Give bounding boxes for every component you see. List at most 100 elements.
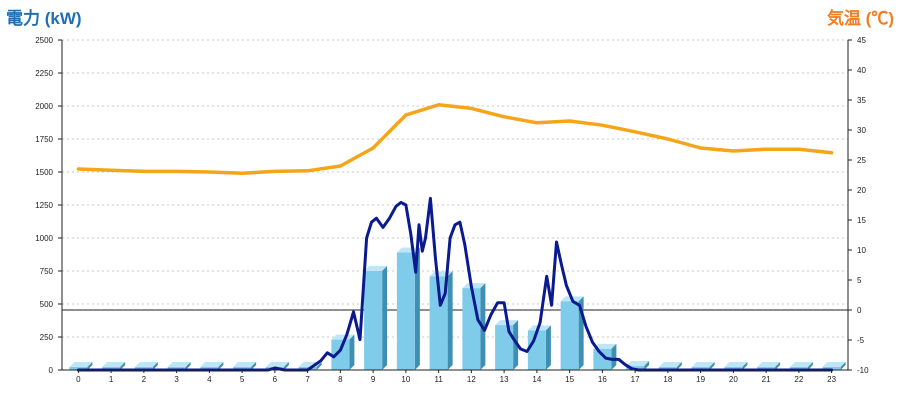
bar-side <box>709 362 715 370</box>
x-tick-label: 16 <box>598 375 607 384</box>
bar-top <box>462 283 486 289</box>
bar-front <box>593 348 612 370</box>
x-tick-label: 3 <box>174 375 179 384</box>
left-tick-label: 1500 <box>35 168 53 177</box>
temperature-line <box>76 103 834 175</box>
bar-side <box>283 362 289 370</box>
bar-top <box>69 362 93 367</box>
x-tick-label: 17 <box>631 375 640 384</box>
bar-top <box>593 343 617 349</box>
bar-top <box>134 362 158 367</box>
bar-side <box>120 362 126 370</box>
bar-front <box>364 271 383 370</box>
bar-top <box>331 334 355 340</box>
bar-side <box>840 362 846 370</box>
bar <box>495 320 519 370</box>
right-tick-label: 10 <box>857 246 866 255</box>
bar-side <box>218 362 224 370</box>
bar-side <box>185 362 191 370</box>
bar-front <box>560 301 579 370</box>
left-tick-label: 2500 <box>35 36 53 45</box>
x-tick-label: 6 <box>273 375 278 384</box>
x-tick-label: 11 <box>434 375 443 384</box>
left-tick-label: 250 <box>40 333 54 342</box>
bar-front <box>462 288 481 370</box>
bar-side <box>152 362 158 370</box>
x-tick-label: 13 <box>500 375 509 384</box>
x-tick-label: 20 <box>729 375 738 384</box>
right-tick-label: 5 <box>857 276 862 285</box>
bar-top <box>789 362 813 367</box>
x-tick-label: 2 <box>142 375 147 384</box>
bar-side <box>545 325 551 370</box>
bar-side <box>644 361 650 370</box>
bar-top <box>167 362 191 367</box>
bar-top <box>822 362 846 367</box>
x-tick-label: 0 <box>76 375 81 384</box>
x-tick-label: 9 <box>371 375 376 384</box>
right-tick-label: 40 <box>857 66 866 75</box>
left-tick-label: 2250 <box>35 69 53 78</box>
right-tick-label: 35 <box>857 96 866 105</box>
bar-side <box>87 362 93 370</box>
x-tick-label: 15 <box>565 375 574 384</box>
bar <box>429 271 453 370</box>
left-tick-label: 2000 <box>35 102 53 111</box>
bar-top <box>757 362 781 367</box>
bar-side <box>611 343 617 370</box>
bar-side <box>807 362 813 370</box>
x-tick-label: 12 <box>467 375 476 384</box>
bar <box>69 362 93 370</box>
bar-top <box>658 362 682 367</box>
left-tick-label: 1750 <box>35 135 53 144</box>
bar-top <box>724 362 748 367</box>
x-tick-label: 5 <box>240 375 245 384</box>
x-tick-label: 7 <box>305 375 310 384</box>
bar-top <box>626 361 650 367</box>
x-tick-label: 10 <box>401 375 410 384</box>
bar-front <box>822 367 841 370</box>
bar-series <box>69 247 846 370</box>
tick-labels: 02505007501000125015001750200022502500-1… <box>35 36 869 384</box>
right-tick-label: 30 <box>857 126 866 135</box>
bar-top <box>691 362 715 367</box>
bar-side <box>251 362 257 370</box>
right-axis-title: 気温 (℃) <box>826 9 894 28</box>
right-tick-label: 15 <box>857 216 866 225</box>
left-tick-label: 1250 <box>35 201 53 210</box>
x-tick-label: 19 <box>696 375 705 384</box>
bar <box>331 334 355 370</box>
left-tick-label: 750 <box>40 267 54 276</box>
bar <box>527 325 551 370</box>
bar-front <box>396 252 415 370</box>
left-axis-title: 電力 (kW) <box>6 9 82 28</box>
bar <box>822 362 846 370</box>
axes <box>58 39 852 373</box>
bar-side <box>676 362 682 370</box>
bar-top <box>265 362 289 367</box>
gridlines <box>62 39 848 338</box>
bar-top <box>233 362 257 367</box>
right-tick-label: -10 <box>857 366 869 375</box>
bar-top <box>200 362 224 367</box>
line-series <box>76 103 834 372</box>
x-tick-label: 18 <box>663 375 672 384</box>
right-tick-label: 0 <box>857 306 862 315</box>
bar <box>364 266 388 370</box>
bar-top <box>102 362 126 367</box>
bar-side <box>742 362 748 370</box>
bar-front <box>69 367 88 370</box>
x-tick-label: 14 <box>532 375 541 384</box>
bar-side <box>775 362 781 370</box>
bar-side <box>513 320 519 370</box>
right-tick-label: 25 <box>857 156 866 165</box>
bar-side <box>447 271 453 370</box>
right-tick-label: 45 <box>857 36 866 45</box>
x-tick-label: 21 <box>762 375 771 384</box>
bar-front <box>495 325 514 370</box>
bar-side <box>349 334 355 370</box>
x-tick-label: 4 <box>207 375 212 384</box>
left-tick-label: 500 <box>40 300 54 309</box>
power-line <box>76 196 834 372</box>
bar-side <box>414 247 420 370</box>
